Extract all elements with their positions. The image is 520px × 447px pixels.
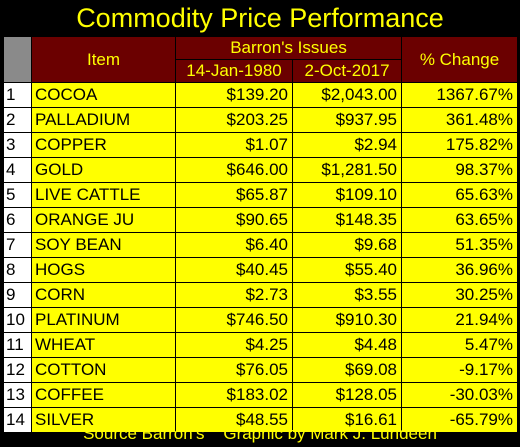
row-number: 6	[3, 207, 32, 233]
item-cell: PALLADIUM	[31, 107, 176, 133]
price-2017-cell: $1,281.50	[291, 157, 403, 183]
date-2017-header: 2-Oct-2017	[291, 59, 403, 83]
change-cell: -30.03%	[401, 382, 519, 408]
price-2017-cell: $55.40	[291, 257, 403, 283]
table-row: 3 COPPER $1.07 $2.94 175.82%	[3, 132, 519, 158]
barrons-issues-header: Barron's Issues	[174, 36, 403, 60]
change-cell: 51.35%	[401, 232, 519, 258]
row-number: 11	[3, 332, 32, 358]
price-1980-cell: $65.87	[175, 182, 293, 208]
table-row: 11 WHEAT $4.25 $4.48 5.47%	[3, 332, 519, 358]
row-number: 7	[3, 232, 32, 258]
price-1980-cell: $6.40	[175, 232, 293, 258]
row-number: 4	[3, 157, 32, 183]
price-1980-cell: $1.07	[175, 132, 293, 158]
table-row: 7 SOY BEAN $6.40 $9.68 51.35%	[3, 232, 519, 258]
commodity-table: Item Barron's Issues % Change 14-Jan-198…	[3, 36, 519, 433]
price-1980-cell: $2.73	[175, 282, 293, 308]
table-row: 9 CORN $2.73 $3.55 30.25%	[3, 282, 519, 308]
change-header: % Change	[401, 36, 519, 83]
date-1980-header: 14-Jan-1980	[175, 59, 293, 83]
price-1980-cell: $76.05	[175, 357, 293, 383]
table-row: 4 GOLD $646.00 $1,281.50 98.37%	[3, 157, 519, 183]
header-row: Item Barron's Issues % Change	[3, 36, 519, 83]
item-cell: COTTON	[31, 357, 176, 383]
change-cell: 1367.67%	[401, 82, 519, 108]
item-cell: GOLD	[31, 157, 176, 183]
change-cell: 98.37%	[401, 157, 519, 183]
price-1980-cell: $746.50	[175, 307, 293, 333]
table-row: 1 COCOA $139.20 $2,043.00 1367.67%	[3, 82, 519, 108]
item-cell: HOGS	[31, 257, 176, 283]
row-number: 14	[3, 407, 32, 433]
price-2017-cell: $69.08	[291, 357, 403, 383]
row-number: 9	[3, 282, 32, 308]
price-1980-cell: $90.65	[175, 207, 293, 233]
change-cell: 63.65%	[401, 207, 519, 233]
table-row: 10 PLATINUM $746.50 $910.30 21.94%	[3, 307, 519, 333]
price-2017-cell: $2,043.00	[291, 82, 403, 108]
price-2017-cell: $2.94	[291, 132, 403, 158]
price-1980-cell: $183.02	[175, 382, 293, 408]
row-number: 13	[3, 382, 32, 408]
corner-cell	[3, 36, 32, 83]
change-cell: 65.63%	[401, 182, 519, 208]
item-cell: COCOA	[31, 82, 176, 108]
row-number: 1	[3, 82, 32, 108]
row-number: 10	[3, 307, 32, 333]
price-2017-cell: $910.30	[291, 307, 403, 333]
item-cell: WHEAT	[31, 332, 176, 358]
price-1980-cell: $139.20	[175, 82, 293, 108]
table-row: 6 ORANGE JU $90.65 $148.35 63.65%	[3, 207, 519, 233]
price-2017-cell: $937.95	[291, 107, 403, 133]
chart-title: Commodity Price Performance	[76, 3, 444, 33]
table-row: 8 HOGS $40.45 $55.40 36.96%	[3, 257, 519, 283]
price-1980-cell: $4.25	[175, 332, 293, 358]
price-1980-cell: $40.45	[175, 257, 293, 283]
change-cell: -9.17%	[401, 357, 519, 383]
price-2017-cell: $4.48	[291, 332, 403, 358]
price-1980-cell: $646.00	[175, 157, 293, 183]
table-row: 2 PALLADIUM $203.25 $937.95 361.48%	[3, 107, 519, 133]
item-cell: SILVER	[31, 407, 176, 433]
price-2017-cell: $9.68	[291, 232, 403, 258]
item-cell: COPPER	[31, 132, 176, 158]
item-cell: COFFEE	[31, 382, 176, 408]
source-footer: Source Barron's Graphic by Mark J. Lunde…	[83, 424, 437, 443]
change-cell: -65.79%	[401, 407, 519, 433]
price-2017-cell: $16.61	[291, 407, 403, 433]
item-header: Item	[31, 36, 176, 83]
change-cell: 30.25%	[401, 282, 519, 308]
row-number: 5	[3, 182, 32, 208]
item-cell: PLATINUM	[31, 307, 176, 333]
table-row: 12 COTTON $76.05 $69.08 -9.17%	[3, 357, 519, 383]
row-number: 12	[3, 357, 32, 383]
row-number: 3	[3, 132, 32, 158]
item-cell: LIVE CATTLE	[31, 182, 176, 208]
price-2017-cell: $109.10	[291, 182, 403, 208]
row-number: 2	[3, 107, 32, 133]
price-2017-cell: $3.55	[291, 282, 403, 308]
change-cell: 5.47%	[401, 332, 519, 358]
table-row: 5 LIVE CATTLE $65.87 $109.10 65.63%	[3, 182, 519, 208]
item-cell: SOY BEAN	[31, 232, 176, 258]
change-cell: 21.94%	[401, 307, 519, 333]
price-1980-cell: $48.55	[175, 407, 293, 433]
item-cell: CORN	[31, 282, 176, 308]
date-header-row: 14-Jan-1980 2-Oct-2017	[4, 59, 518, 83]
price-2017-cell: $148.35	[291, 207, 403, 233]
price-1980-cell: $203.25	[175, 107, 293, 133]
row-number: 8	[3, 257, 32, 283]
item-cell: ORANGE JU	[31, 207, 176, 233]
price-2017-cell: $128.05	[291, 382, 403, 408]
change-cell: 361.48%	[401, 107, 519, 133]
table-row: 14 SILVER $48.55 $16.61 -65.79%	[3, 407, 519, 433]
table-row: 13 COFFEE $183.02 $128.05 -30.03%	[3, 382, 519, 408]
change-cell: 36.96%	[401, 257, 519, 283]
change-cell: 175.82%	[401, 132, 519, 158]
